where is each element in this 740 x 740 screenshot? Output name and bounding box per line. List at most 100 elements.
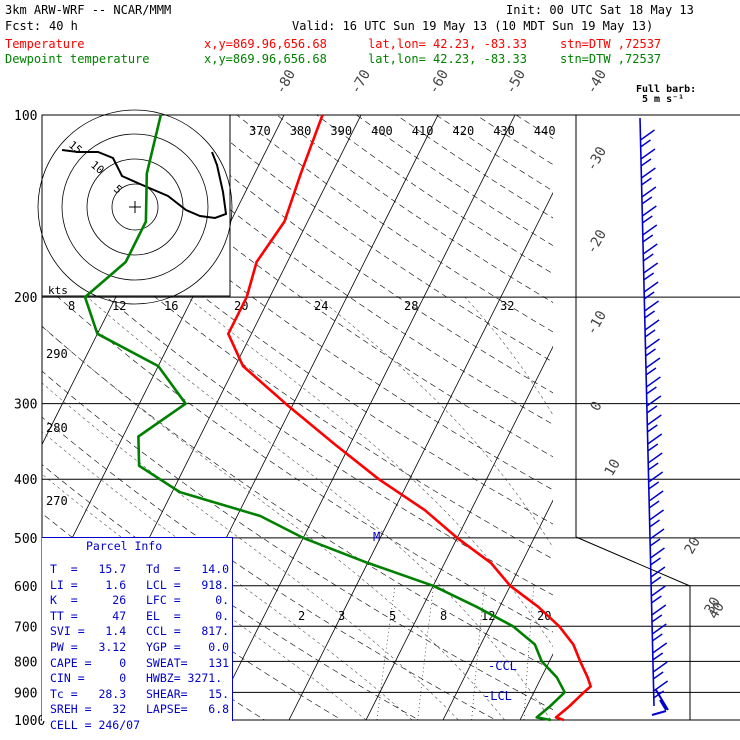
theta-e-label: 430 xyxy=(493,124,515,138)
dry-adiabat xyxy=(42,416,497,720)
parcel-info-left: CELL = 246/07 xyxy=(50,717,141,732)
isotherm-label: -70 xyxy=(348,67,375,97)
wind-barb xyxy=(642,224,658,243)
wind-barb xyxy=(653,680,669,699)
parcel-info-right: EL = 0. xyxy=(146,608,230,623)
mixing-ratio-line xyxy=(376,585,396,720)
mixing-ratio-label: 2 xyxy=(298,609,305,623)
wind-barb xyxy=(641,186,657,205)
hodograph-ring xyxy=(61,133,209,281)
isotherm-line xyxy=(365,345,553,720)
dewpoint-profile xyxy=(83,114,566,722)
wind-barb xyxy=(645,376,661,395)
hodograph-box xyxy=(41,114,231,297)
dry-adiabat xyxy=(42,240,553,596)
parcel-info-left: PW = 3.12 xyxy=(50,639,127,654)
dry-adiabat-label: 270 xyxy=(46,494,68,508)
isotherm-label: 30 xyxy=(702,594,724,617)
wind-barb xyxy=(640,129,655,148)
pressure-tick-label: 500 xyxy=(14,532,37,547)
dry-adiabat xyxy=(515,115,553,139)
wind-barb xyxy=(647,433,663,452)
wind-barb xyxy=(643,262,659,281)
isotherm-line xyxy=(442,499,553,720)
pressure-tick-label: 200 xyxy=(14,291,37,306)
parcel-info-row: Tc = 28.3 SHEAR= 15. xyxy=(50,687,229,703)
lcl-marker: -LCL xyxy=(483,689,512,703)
wind-barb xyxy=(644,319,660,338)
isotherm-label: 20 xyxy=(682,534,704,557)
isotherm-line xyxy=(288,191,553,720)
parcel-info-right: YGP = 0.0 xyxy=(146,639,230,654)
temp-latlon: lat,lon= 42.23, -83.33 xyxy=(368,37,527,51)
parcel-info-left: T = 15.7 xyxy=(50,562,127,576)
ccl-marker: -CCL xyxy=(488,659,517,673)
pressure-tick-label: 700 xyxy=(14,620,37,635)
wind-barb xyxy=(645,338,660,357)
wind-barb xyxy=(650,547,665,566)
parcel-info-row: CIN = 0 HWBZ= 3271. xyxy=(50,671,229,687)
dry-adiabat xyxy=(117,115,553,425)
temperature-profile xyxy=(227,114,592,722)
mixing-ratio-label: 3 xyxy=(338,609,345,623)
moist-adiabat xyxy=(87,296,552,720)
pressure-tick-label: 800 xyxy=(14,655,37,670)
theta-e-label: 370 xyxy=(249,124,271,138)
pressure-tick-label: 300 xyxy=(14,398,37,413)
skew-boundary xyxy=(575,536,691,587)
hodograph-xtick: 24 xyxy=(314,299,328,313)
wind-barb xyxy=(643,281,659,300)
el-marker: M xyxy=(373,530,380,544)
dry-adiabat xyxy=(42,326,553,671)
parcel-info-box: Parcel Info T = 15.7 Td = 14.0 LI = 1.6 LCL… xyxy=(42,537,233,732)
hodograph-xtick: 28 xyxy=(404,299,418,313)
wind-barb xyxy=(642,243,658,262)
hodograph-xtick: 32 xyxy=(500,299,514,313)
moist-adiabat xyxy=(42,325,505,720)
theta-e-label: 400 xyxy=(371,124,393,138)
parcel-info-left: K = 26 xyxy=(50,593,127,608)
theta-e-label: 410 xyxy=(412,124,434,138)
isotherm-label: 40 xyxy=(706,599,728,622)
mixing-ratio-line xyxy=(633,586,636,720)
wind-barb xyxy=(650,566,666,585)
parcel-info-title: Parcel Info xyxy=(86,539,163,553)
fcst-hours: 40 h xyxy=(49,19,78,33)
parcel-info-row: K = 26 LFC = 0. xyxy=(50,593,229,609)
parcel-info-right: HWBZ= 3271. xyxy=(146,671,223,686)
dew-latlon: lat,lon= 42.23, -83.33 xyxy=(368,52,527,66)
isotherm-label: -20 xyxy=(584,227,611,257)
hodograph-xtick: 16 xyxy=(164,299,178,313)
wind-barb xyxy=(646,395,662,414)
dry-adiabat-label: 290 xyxy=(46,347,68,361)
parcel-info-row: LI = 1.6 LCL = 918. xyxy=(50,578,229,594)
dry-adiabat xyxy=(276,115,553,303)
parcel-info-left: CAPE = 0 xyxy=(50,655,127,670)
hodograph-ring xyxy=(111,183,159,231)
theta-e-label: 420 xyxy=(453,124,475,138)
dry-adiabat xyxy=(42,282,553,633)
wind-barb xyxy=(646,414,662,433)
barb-legend-unit: 5 m s⁻¹ xyxy=(642,94,685,105)
pressure-tick-label: 900 xyxy=(14,686,37,701)
wind-barb xyxy=(650,585,666,604)
dry-adiabat xyxy=(356,115,553,246)
wind-barb-surface xyxy=(651,689,669,716)
parcel-info-right: SWEAT= 131 xyxy=(146,655,230,670)
isotherm-label: -30 xyxy=(584,144,611,174)
isotherm-label: 0 xyxy=(588,399,606,414)
parcel-info-row: CAPE = 0 SWEAT= 131 xyxy=(50,656,229,672)
parcel-info-left: Tc = 28.3 xyxy=(50,686,127,701)
mixing-ratio-line xyxy=(417,585,434,720)
temp-xy: x,y=869.96,656.68 xyxy=(204,37,327,51)
parcel-info-left: CIN = 0 xyxy=(50,671,127,686)
wind-barb xyxy=(647,452,663,471)
hodograph-xtick: 12 xyxy=(112,299,126,313)
parcel-info-right: SHEAR= 15. xyxy=(146,686,230,701)
parcel-info-row: TT = 47 EL = 0. xyxy=(50,609,229,625)
parcel-info-row: PW = 3.12 YGP = 0.0 xyxy=(50,640,229,656)
dew-legend-label: Dewpoint temperature xyxy=(5,52,150,66)
isotherm-line xyxy=(597,115,740,720)
